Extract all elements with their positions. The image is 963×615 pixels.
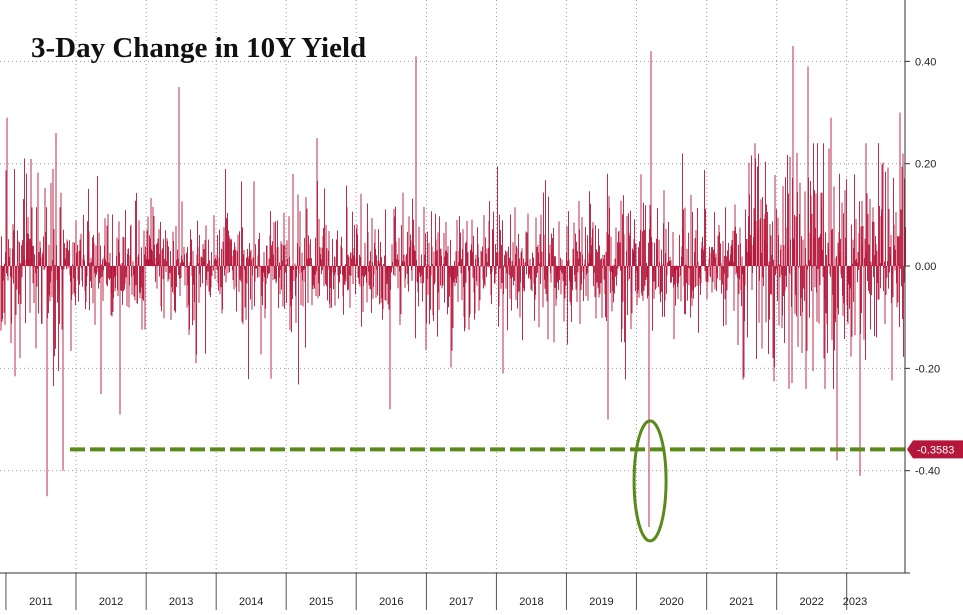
y-tick-label: -0.20 <box>915 363 940 375</box>
x-tick-label: 2012 <box>99 596 123 608</box>
x-tick-label: 2016 <box>379 596 403 608</box>
x-tick-label: 2015 <box>309 596 333 608</box>
y-tick-label: 0.20 <box>915 159 936 171</box>
y-tick-label: 0.00 <box>915 261 936 273</box>
x-tick-label: 2022 <box>799 596 823 608</box>
x-tick-label: 2021 <box>729 596 753 608</box>
y-tick-label: -0.40 <box>915 466 940 478</box>
highlight-ellipse <box>632 419 668 543</box>
chart-title: 3-Day Change in 10Y Yield <box>31 32 366 64</box>
x-tick-label: 2011 <box>29 596 53 608</box>
x-tick-label: 2018 <box>519 596 543 608</box>
annotation-layer <box>632 419 668 543</box>
x-tick-label: 2019 <box>589 596 613 608</box>
x-tick-label: 2020 <box>659 596 683 608</box>
last-value-label: -0.3583 <box>917 444 954 456</box>
x-tick-label: 2017 <box>449 596 473 608</box>
x-tick-label: 2023 <box>843 596 867 608</box>
last-value-badge <box>907 440 963 459</box>
x-tick-label: 2013 <box>169 596 193 608</box>
y-tick-label: 0.40 <box>915 56 936 68</box>
x-tick-label: 2014 <box>239 596 263 608</box>
bars-layer <box>0 46 906 527</box>
